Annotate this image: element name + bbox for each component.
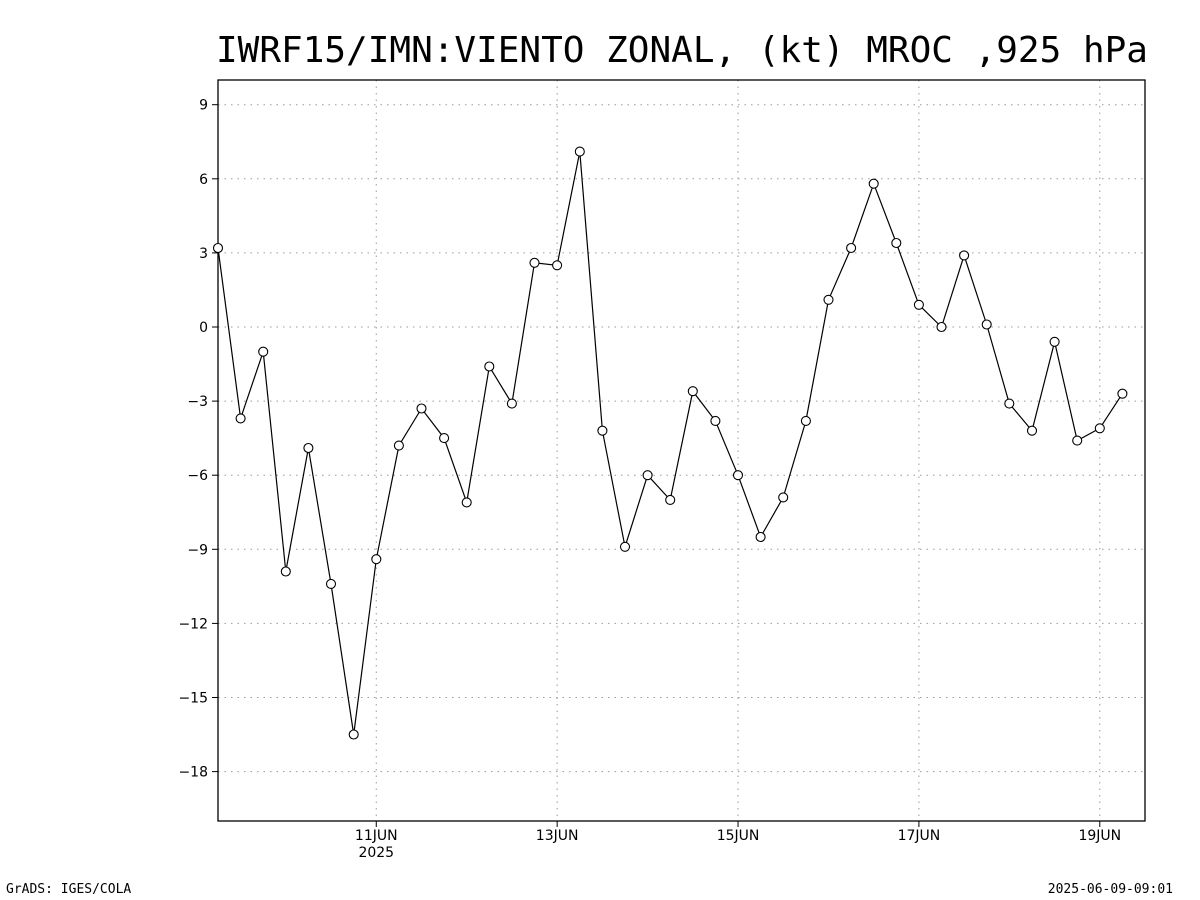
x-tick-label: 11JUN <box>355 828 398 844</box>
data-point <box>529 257 540 268</box>
x-tick-sublabel: 2025 <box>358 845 394 861</box>
data-point <box>642 470 653 481</box>
y-tick-label: −6 <box>187 468 208 484</box>
plot-frame <box>217 79 1146 822</box>
x-tick-label: 17JUN <box>898 828 941 844</box>
data-point <box>619 541 631 552</box>
data-point <box>959 250 970 261</box>
data-point <box>710 415 721 426</box>
data-point <box>461 497 472 508</box>
data-point <box>325 578 337 589</box>
data-point <box>393 440 404 451</box>
data-point <box>212 242 224 254</box>
y-tick-label: −9 <box>187 542 208 558</box>
series-layer <box>212 146 1128 740</box>
data-point <box>258 346 269 357</box>
data-point <box>1026 425 1038 436</box>
y-tick-label: −12 <box>178 616 208 632</box>
data-point <box>732 470 744 481</box>
data-point <box>800 415 811 426</box>
data-point <box>846 242 857 254</box>
y-tick-label: 6 <box>199 172 208 188</box>
data-point <box>913 299 924 310</box>
footer-timestamp: 2025-06-09-09:01 <box>1048 882 1173 897</box>
data-point <box>823 294 834 305</box>
data-point <box>597 425 608 436</box>
data-point <box>868 178 879 189</box>
y-tick-label: −15 <box>178 691 208 707</box>
data-point <box>303 442 314 454</box>
data-point <box>778 492 789 503</box>
data-point <box>574 146 585 157</box>
y-tick-label: 0 <box>199 320 208 336</box>
grid-layer <box>218 80 1145 821</box>
y-tick-label: 9 <box>199 98 208 114</box>
data-point <box>936 321 947 333</box>
data-point <box>981 319 992 330</box>
data-point <box>755 531 766 543</box>
data-point <box>891 237 902 249</box>
data-point <box>484 361 495 372</box>
x-tick-label: 13JUN <box>536 828 579 844</box>
chart-title: IWRF15/IMN:VIENTO ZONAL, (kt) MROC ,925 … <box>216 30 1148 71</box>
y-axis: 9 6 3 0 −3 −6 −9 −12 −15 −18 <box>178 98 218 781</box>
data-point <box>235 413 246 424</box>
x-tick-label: 15JUN <box>717 828 760 844</box>
y-tick-label: −18 <box>178 765 208 781</box>
data-point <box>665 494 676 505</box>
data-point <box>1117 388 1128 399</box>
data-point <box>1072 435 1083 446</box>
footer-credit: GrADS: IGES/COLA <box>6 882 131 897</box>
data-point <box>1094 423 1105 434</box>
data-point <box>280 566 291 577</box>
data-point <box>687 386 698 397</box>
series-line <box>217 151 1123 735</box>
x-tick-label: 19JUN <box>1078 828 1121 844</box>
data-point <box>1049 336 1060 347</box>
data-point <box>552 260 563 271</box>
data-point <box>348 729 359 740</box>
data-point <box>439 433 450 444</box>
data-point <box>416 403 427 414</box>
data-point <box>1004 398 1015 409</box>
y-tick-label: −3 <box>187 394 208 410</box>
data-point <box>506 398 517 409</box>
y-tick-label: 3 <box>199 246 208 262</box>
data-point <box>371 554 382 565</box>
